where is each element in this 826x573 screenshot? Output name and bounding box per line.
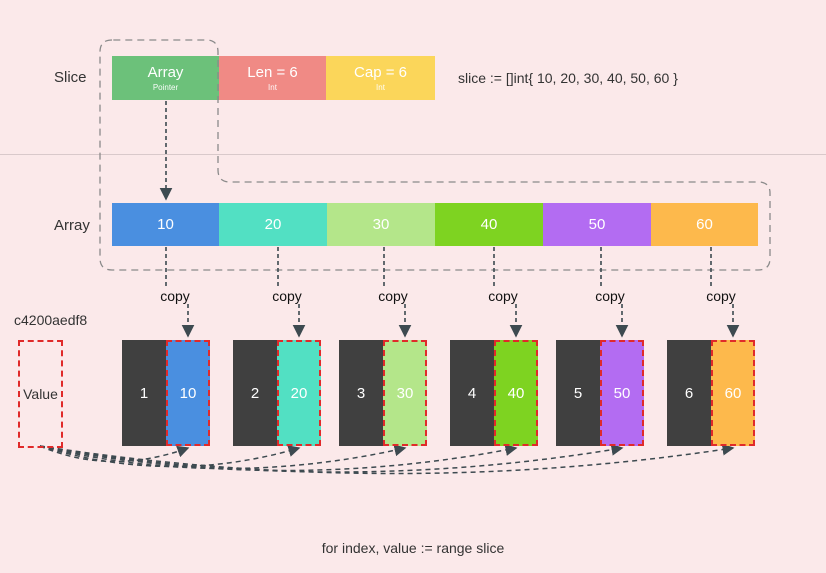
- slice-cap-type: Int: [376, 83, 385, 92]
- range-index-4: 5: [556, 340, 600, 446]
- array-cell-1: 20: [219, 203, 327, 246]
- range-value-5: 60: [711, 340, 755, 446]
- array-cell-3: 40: [435, 203, 543, 246]
- array-cell-3-value: 40: [480, 216, 498, 233]
- slice-len-type: Int: [268, 83, 277, 92]
- array-cell-4: 50: [543, 203, 651, 246]
- array-cell-2-value: 30: [372, 216, 390, 233]
- array-cell-5: 60: [651, 203, 758, 246]
- value-variable-label: Value: [23, 386, 58, 402]
- copy-label-2: copy: [378, 288, 408, 304]
- array-cell-4-value: 50: [588, 216, 606, 233]
- array-cell-5-value: 60: [696, 216, 713, 233]
- range-value-2: 30: [383, 340, 427, 446]
- range-index-2: 3: [339, 340, 383, 446]
- slice-header-outline: [99, 39, 771, 271]
- array-cell-0: 10: [112, 203, 219, 246]
- value-address: c4200aedf8: [14, 312, 88, 328]
- array-row-label: Array: [54, 217, 90, 234]
- slice-pointer-type: Pointer: [152, 83, 179, 92]
- section-divider: [0, 154, 826, 155]
- copy-label-1: copy: [272, 288, 302, 304]
- array-cell-1-value: 20: [264, 216, 282, 233]
- range-index-5: 6: [667, 340, 711, 446]
- slice-code: slice := []int{ 10, 20, 30, 40, 50, 60 }: [458, 70, 678, 86]
- copy-label-3: copy: [488, 288, 518, 304]
- copy-label-5: copy: [706, 288, 736, 304]
- range-statement: for index, value := range slice: [321, 540, 505, 556]
- range-value-0: 10: [166, 340, 210, 446]
- range-index-1: 2: [233, 340, 277, 446]
- slice-cap-label: Cap = 6: [354, 64, 407, 81]
- copy-label-4: copy: [595, 288, 625, 304]
- range-value-3: 40: [494, 340, 538, 446]
- slice-pointer-label: Array: [147, 64, 184, 81]
- range-value-4: 50: [600, 340, 644, 446]
- array-cell-0-value: 10: [157, 216, 174, 233]
- slice-cap-cell: Cap = 6 Int: [326, 56, 435, 100]
- range-index-3: 4: [450, 340, 494, 446]
- value-variable-box: Value: [18, 340, 63, 448]
- copy-label-0: copy: [160, 288, 190, 304]
- slice-len-cell: Len = 6 Int: [219, 56, 326, 100]
- slice-len-label: Len = 6: [247, 64, 298, 81]
- slice-row-label: Slice: [54, 69, 87, 86]
- range-arrows: [39, 443, 735, 475]
- copy-arrows: [165, 247, 740, 338]
- array-cell-2: 30: [327, 203, 435, 246]
- range-index-0: 1: [122, 340, 166, 446]
- slice-pointer-cell: Array Pointer: [112, 56, 219, 100]
- range-value-1: 20: [277, 340, 321, 446]
